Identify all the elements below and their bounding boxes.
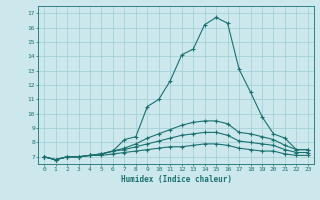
X-axis label: Humidex (Indice chaleur): Humidex (Indice chaleur): [121, 175, 231, 184]
